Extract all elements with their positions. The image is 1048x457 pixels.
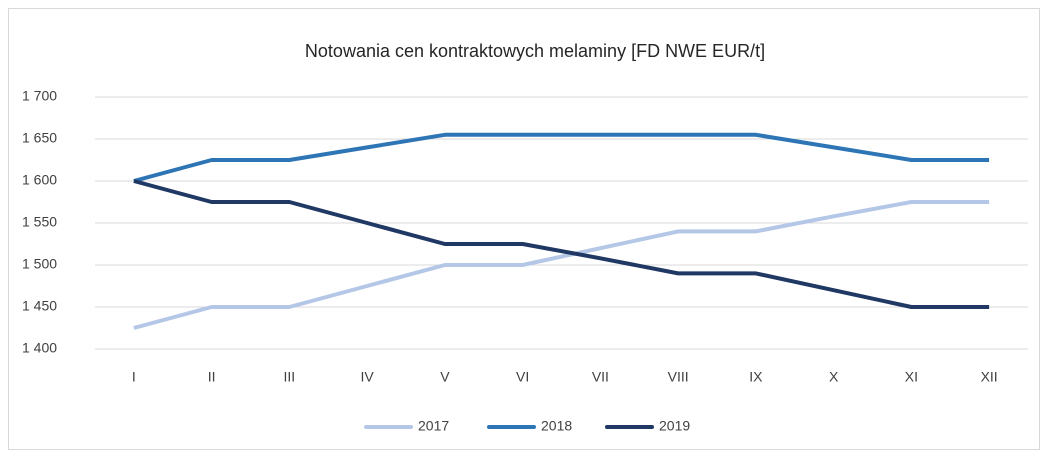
y-tick-label: 1 450 (22, 298, 57, 314)
y-tick-label: 1 600 (22, 172, 57, 188)
y-tick-label: 1 700 (22, 88, 57, 104)
x-tick-label: VIII (668, 369, 689, 385)
x-tick-label: II (208, 369, 216, 385)
x-tick-label: VI (516, 369, 529, 385)
series-line (133, 179, 990, 309)
legend-label: 2018 (541, 418, 572, 434)
x-tick-label: III (284, 369, 296, 385)
legend-label: 2017 (418, 418, 449, 434)
chart-border (8, 8, 1040, 450)
y-tick-label: 1 650 (22, 130, 57, 146)
x-tick-label: IX (749, 369, 763, 385)
y-tick-label: 1 400 (22, 340, 57, 356)
x-tick-label: X (829, 369, 839, 385)
series-line (133, 132, 990, 183)
chart-title: Notowania cen kontraktowych melaminy [FD… (305, 41, 765, 61)
legend-label: 2019 (659, 418, 690, 434)
y-tick-label: 1 550 (22, 214, 57, 230)
x-tick-label: IV (361, 369, 375, 385)
series-line (133, 200, 990, 330)
y-tick-label: 1 500 (22, 256, 57, 272)
x-tick-label: I (132, 369, 136, 385)
x-tick-label: V (440, 369, 450, 385)
x-tick-label: VII (592, 369, 609, 385)
x-tick-label: XI (905, 369, 918, 385)
x-tick-label: XII (981, 369, 998, 385)
